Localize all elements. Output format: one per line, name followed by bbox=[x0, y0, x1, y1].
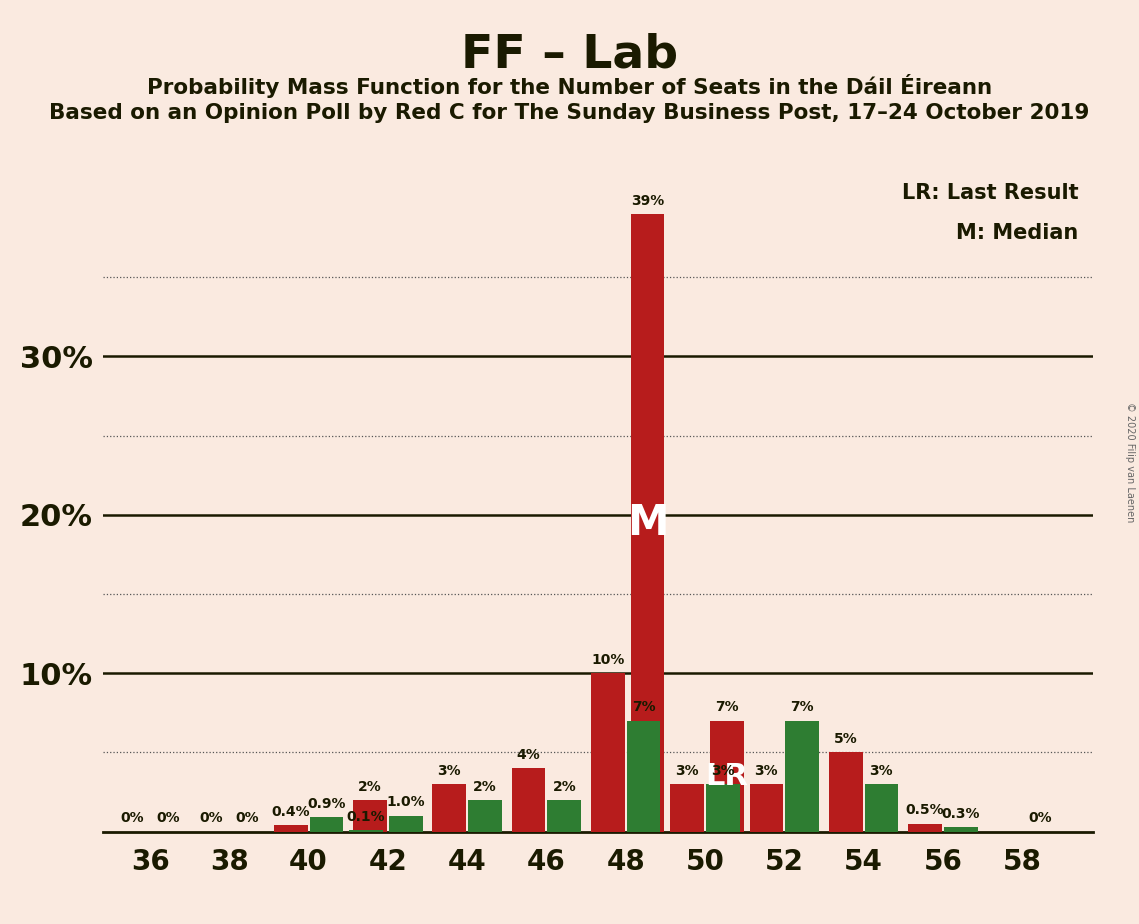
Bar bbox=[353, 800, 387, 832]
Bar bbox=[626, 721, 661, 832]
Text: 0.4%: 0.4% bbox=[271, 805, 310, 819]
Text: 7%: 7% bbox=[715, 700, 738, 714]
Bar bbox=[591, 674, 624, 832]
Bar bbox=[388, 816, 423, 832]
Bar bbox=[274, 825, 308, 832]
Text: 3%: 3% bbox=[711, 764, 735, 778]
Text: Based on an Opinion Poll by Red C for The Sunday Business Post, 17–24 October 20: Based on an Opinion Poll by Red C for Th… bbox=[49, 103, 1090, 124]
Text: 7%: 7% bbox=[632, 700, 655, 714]
Text: 0%: 0% bbox=[199, 811, 223, 825]
Text: 0.1%: 0.1% bbox=[346, 809, 385, 823]
Bar bbox=[710, 721, 744, 832]
Bar bbox=[468, 800, 502, 832]
Text: Probability Mass Function for the Number of Seats in the Dáil Éireann: Probability Mass Function for the Number… bbox=[147, 74, 992, 98]
Bar bbox=[310, 818, 343, 832]
Bar bbox=[350, 830, 383, 832]
Text: FF – Lab: FF – Lab bbox=[461, 32, 678, 78]
Text: 3%: 3% bbox=[869, 764, 893, 778]
Bar bbox=[706, 784, 739, 832]
Text: 0.5%: 0.5% bbox=[906, 803, 944, 818]
Text: 0%: 0% bbox=[156, 811, 180, 825]
Bar bbox=[829, 752, 862, 832]
Text: 0.3%: 0.3% bbox=[942, 807, 980, 821]
Text: 0.9%: 0.9% bbox=[308, 797, 346, 811]
Bar bbox=[865, 784, 899, 832]
Text: M: Median: M: Median bbox=[957, 223, 1079, 243]
Text: © 2020 Filip van Laenen: © 2020 Filip van Laenen bbox=[1125, 402, 1134, 522]
Text: 3%: 3% bbox=[437, 764, 461, 778]
Text: 10%: 10% bbox=[591, 653, 624, 667]
Text: 5%: 5% bbox=[834, 732, 858, 746]
Bar bbox=[671, 784, 704, 832]
Bar bbox=[785, 721, 819, 832]
Bar bbox=[433, 784, 466, 832]
Text: 2%: 2% bbox=[473, 780, 497, 794]
Text: 39%: 39% bbox=[631, 193, 664, 208]
Bar bbox=[511, 768, 546, 832]
Text: 4%: 4% bbox=[517, 748, 541, 762]
Bar bbox=[944, 827, 977, 832]
Bar bbox=[548, 800, 581, 832]
Text: 2%: 2% bbox=[358, 780, 382, 794]
Text: 2%: 2% bbox=[552, 780, 576, 794]
Text: 1.0%: 1.0% bbox=[386, 796, 425, 809]
Text: 0%: 0% bbox=[121, 811, 144, 825]
Text: LR: Last Result: LR: Last Result bbox=[902, 183, 1079, 203]
Text: M: M bbox=[626, 502, 669, 543]
Text: 3%: 3% bbox=[755, 764, 778, 778]
Bar bbox=[631, 213, 664, 832]
Text: LR: LR bbox=[705, 761, 748, 791]
Text: 0%: 0% bbox=[236, 811, 259, 825]
Text: 0%: 0% bbox=[1029, 811, 1051, 825]
Bar bbox=[908, 823, 942, 832]
Text: 3%: 3% bbox=[675, 764, 699, 778]
Text: 7%: 7% bbox=[790, 700, 814, 714]
Bar bbox=[749, 784, 784, 832]
